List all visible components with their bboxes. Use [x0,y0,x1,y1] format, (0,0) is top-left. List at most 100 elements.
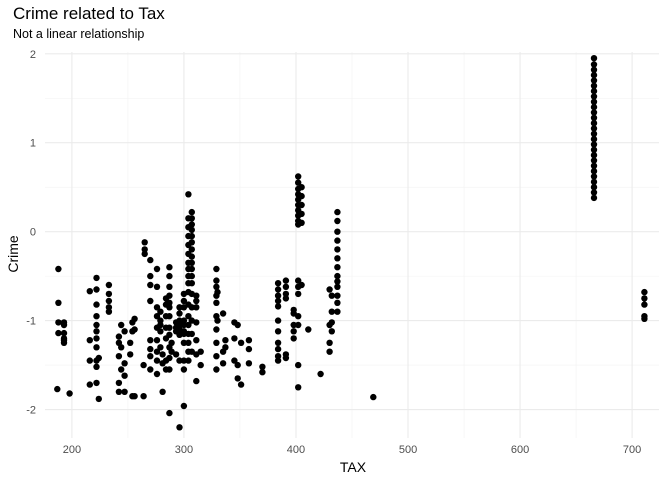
data-point [188,280,195,287]
data-point [590,130,598,137]
data-point [641,301,648,308]
data-point [115,333,123,340]
data-point [166,264,173,271]
data-point [334,299,341,306]
data-point [147,256,154,264]
data-point [328,328,335,335]
data-point [193,377,200,385]
data-point [180,402,188,410]
data-point [193,292,200,299]
data-point [334,292,341,299]
data-point [188,265,195,273]
data-point [237,339,245,346]
data-point [188,208,195,216]
data-point [93,313,100,320]
data-point [274,292,282,299]
data-point [153,348,161,355]
data-point [295,277,302,284]
data-point [121,328,128,335]
data-point [127,351,134,358]
data-point [55,299,62,306]
data-point [213,326,220,333]
data-point [334,278,341,285]
data-point [147,297,154,305]
data-point [328,319,335,326]
data-point [93,328,100,335]
data-point [66,390,73,397]
data-point [93,379,100,387]
data-point [157,321,164,329]
data-point [298,201,305,209]
data-point [54,385,61,393]
data-point [118,321,125,329]
data-point [326,339,333,346]
data-point [115,388,123,395]
data-point [334,264,341,271]
data-point [590,103,598,111]
data-point [259,363,266,370]
data-point [166,366,173,373]
data-point [274,339,282,346]
data-point [188,272,195,280]
data-point [105,304,113,311]
data-point [295,290,302,298]
data-point [93,301,100,308]
y-tick-label: 0 [30,227,36,239]
data-point [180,366,188,373]
y-tick-label: -1 [26,316,36,328]
data-point [295,384,302,391]
data-point [176,304,183,311]
data-point [295,179,302,186]
data-point [274,317,282,324]
data-point [213,353,220,360]
data-point [213,283,220,290]
data-point [590,146,598,153]
x-tick-label: 500 [399,444,417,456]
data-point [197,361,204,369]
data-point [274,357,282,364]
data-point [328,308,335,315]
data-point [131,326,138,333]
data-point [93,335,100,342]
data-point [185,321,192,329]
data-point [86,337,94,344]
data-point [185,339,192,346]
data-point [326,348,333,355]
data-point [237,381,245,388]
data-point [295,173,302,180]
data-point [115,379,123,387]
data-point [188,221,195,228]
data-point [590,120,598,127]
data-point [590,77,598,84]
data-point [590,55,598,62]
data-point [105,297,113,305]
data-point [157,317,164,324]
data-point [213,339,220,346]
data-point [157,328,164,335]
data-point [153,265,161,273]
x-tick-label: 200 [63,444,81,456]
data-point [590,136,598,143]
data-point [282,295,290,302]
data-point [245,360,253,367]
data-point [86,357,94,364]
data-point [590,178,598,186]
x-tick-label: 300 [175,444,193,456]
data-point [185,191,192,198]
data-point [153,304,161,311]
data-point [590,61,598,68]
data-point [153,370,161,378]
data-point [295,313,302,320]
data-point [213,265,220,273]
data-point [159,351,166,358]
data-point [641,295,648,302]
data-point [166,272,173,280]
data-point [590,189,598,196]
data-point [147,345,154,353]
data-point [590,114,598,122]
data-point [328,292,335,299]
y-axis-label: Crime [5,235,21,273]
data-point [105,281,113,289]
data-point [214,317,221,324]
data-point [121,372,128,379]
